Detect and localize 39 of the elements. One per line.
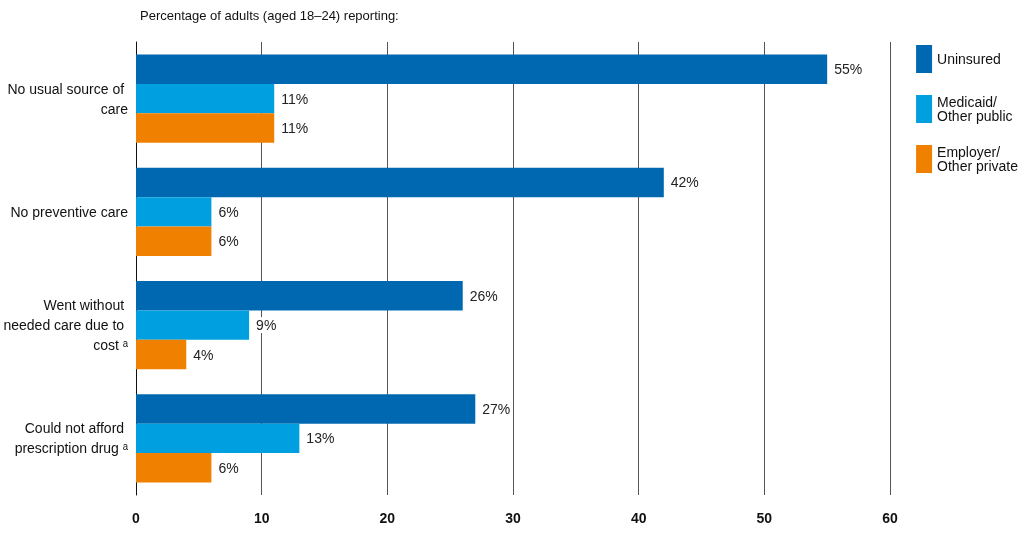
bar (136, 280, 463, 311)
bar (136, 394, 476, 424)
chart-title: Percentage of adults (aged 18–24) reporting: (140, 8, 399, 23)
bar (136, 423, 300, 454)
data-label: 6% (218, 459, 239, 476)
x-tick-label: 10 (253, 510, 270, 526)
y-tick-label: No usual source of care (7, 80, 129, 117)
bar (136, 54, 828, 84)
data-label: 6% (218, 233, 239, 250)
data-label: 11% (281, 90, 309, 107)
bar (136, 83, 275, 114)
data-label: 9% (256, 317, 277, 334)
legend-label: Medicaid/ Other public (937, 94, 1013, 124)
data-label: 4% (193, 346, 214, 363)
x-tick-label: 20 (379, 510, 396, 526)
x-tick-label: 60 (882, 510, 898, 526)
y-tick-label: Went without needed care due to cost ᵃ (3, 297, 129, 354)
bar (136, 113, 275, 143)
x-tick-label: 30 (505, 510, 521, 526)
data-label: 27% (482, 400, 511, 417)
data-label: 42% (670, 174, 699, 191)
x-tick-label: 50 (756, 510, 773, 526)
bar (136, 310, 250, 340)
legend-label: Uninsured (937, 51, 1001, 67)
y-tick-label: No preventive care (10, 203, 129, 220)
bar (136, 339, 187, 370)
data-label: 6% (218, 203, 239, 220)
data-label: 55% (834, 61, 863, 78)
x-tick-label: 40 (630, 510, 647, 526)
data-label: 11% (281, 120, 309, 137)
bar (136, 226, 212, 257)
bar (136, 167, 664, 198)
data-label: 26% (469, 287, 498, 304)
y-tick-label: Could not afford prescription drug ᵃ (14, 420, 129, 457)
data-label: 13% (306, 430, 335, 447)
legend-label: Employer/ Other private (937, 144, 1019, 174)
x-tick-label: 0 (132, 510, 141, 526)
bar (136, 197, 212, 227)
bar (136, 453, 212, 483)
